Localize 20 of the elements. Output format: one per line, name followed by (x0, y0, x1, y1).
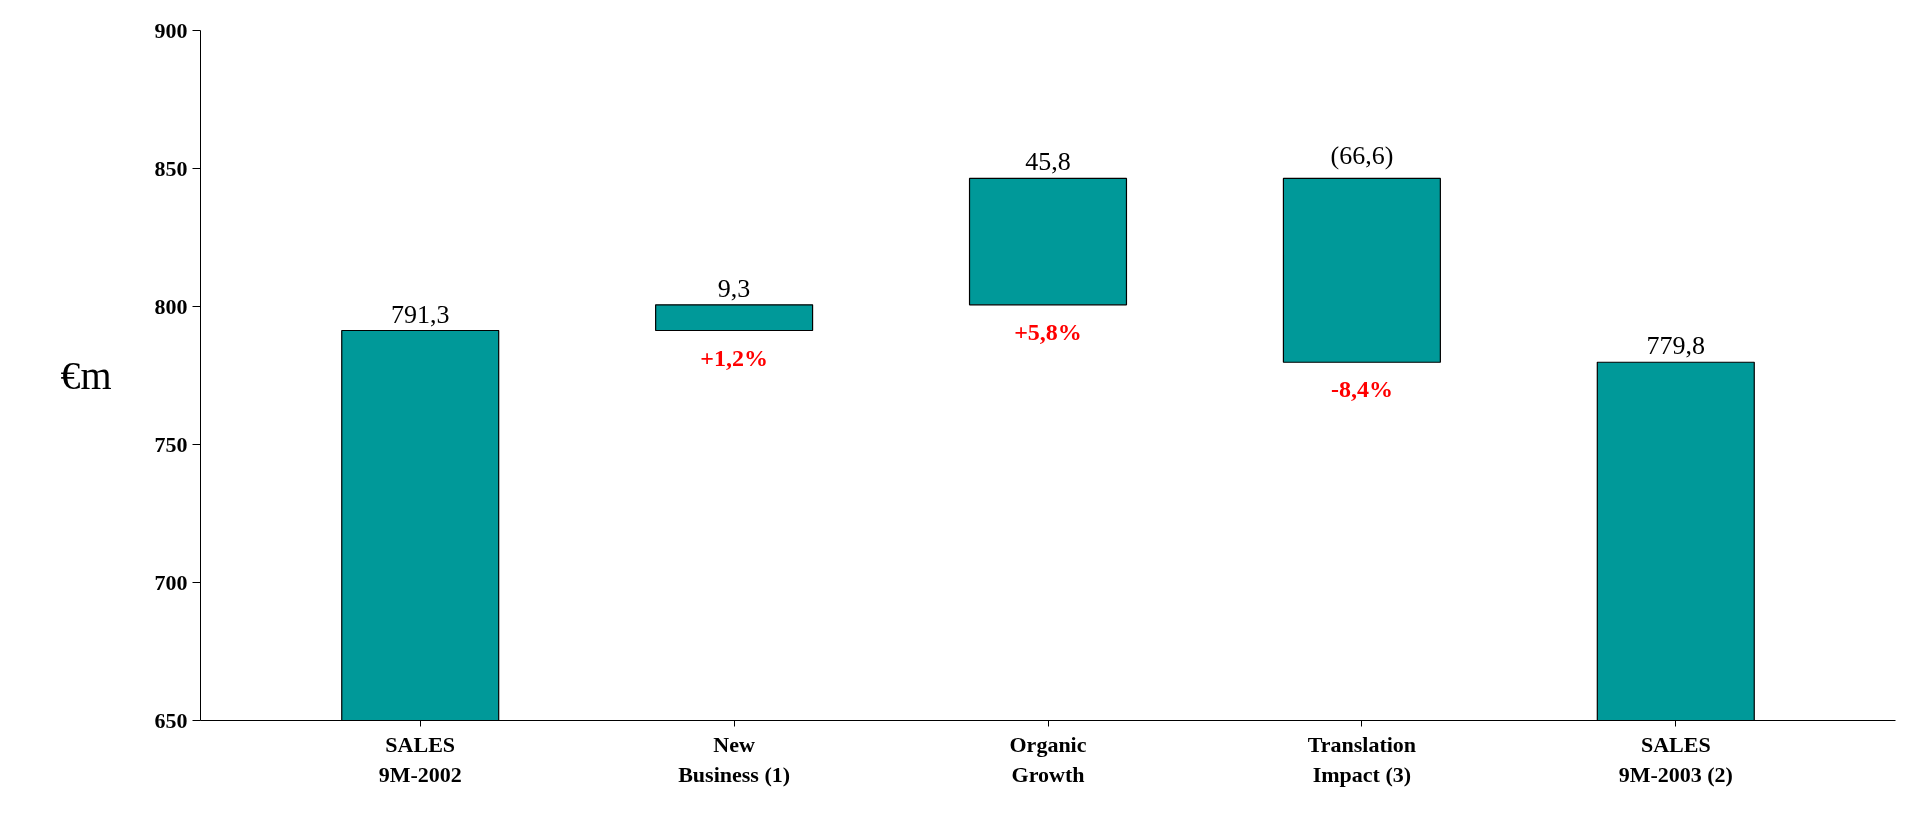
x-tick-label: New Business (1) (678, 731, 791, 787)
y-tick-label: 800 (154, 293, 188, 319)
y-tick-label: 700 (154, 569, 188, 595)
annotation: +5,8% (1014, 318, 1082, 345)
x-tick-label: SALES 9M-2002 (378, 731, 462, 787)
y-tick-label: 750 (154, 431, 188, 457)
y-tick-label: 900 (154, 17, 188, 43)
data-label: (66,6) (1330, 141, 1394, 171)
annotation: +1,2% (700, 344, 768, 371)
annotation: -8,4% (1330, 376, 1393, 403)
y-tick-label: 650 (154, 707, 188, 733)
y-tick-label: 850 (154, 155, 188, 181)
data-label: 9,3 (717, 273, 751, 303)
data-label: 791,3 (390, 299, 450, 329)
x-tick-label: Translation Impact (3) (1307, 731, 1417, 787)
y-axis-title: €m (60, 353, 112, 398)
x-tick-label: SALES 9M-2003 (2) (1618, 731, 1733, 787)
data-label: 45,8 (1025, 147, 1071, 177)
x-tick-label: Organic Growth (1009, 731, 1087, 787)
data-label: 779,8 (1646, 331, 1706, 361)
